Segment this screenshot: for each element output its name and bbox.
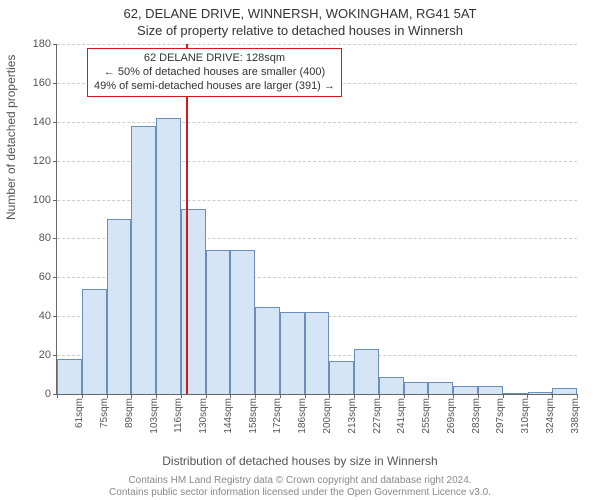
bar xyxy=(329,361,354,394)
xtick-label: 297sqm xyxy=(495,394,506,434)
xtick-mark xyxy=(503,394,504,398)
ytick-label: 60 xyxy=(11,271,57,283)
bar xyxy=(181,209,206,394)
ytick-label: 0 xyxy=(11,388,57,400)
annotation-box: 62 DELANE DRIVE: 128sqm ← 50% of detache… xyxy=(87,48,342,97)
xtick-label: 186sqm xyxy=(297,394,308,434)
ytick-label: 140 xyxy=(11,116,57,128)
annotation-line1: 62 DELANE DRIVE: 128sqm xyxy=(94,52,335,66)
xtick-label: 241sqm xyxy=(396,394,407,434)
ytick-label: 120 xyxy=(11,155,57,167)
xtick-mark xyxy=(404,394,405,398)
bar xyxy=(404,382,429,394)
xtick-label: 172sqm xyxy=(272,394,283,434)
bar xyxy=(453,386,478,394)
xtick-label: 61sqm xyxy=(74,394,85,428)
xtick-mark xyxy=(329,394,330,398)
bar xyxy=(354,349,379,394)
bar xyxy=(305,312,330,394)
xtick-mark xyxy=(107,394,108,398)
chart-title-line2: Size of property relative to detached ho… xyxy=(0,21,600,38)
xtick-label: 103sqm xyxy=(149,394,160,434)
xtick-mark xyxy=(453,394,454,398)
ytick-label: 100 xyxy=(11,194,57,206)
xtick-label: 75sqm xyxy=(99,394,110,428)
xtick-label: 158sqm xyxy=(248,394,259,434)
annotation-line3: 49% of semi-detached houses are larger (… xyxy=(94,80,335,94)
xtick-label: 213sqm xyxy=(347,394,358,434)
ytick-label: 20 xyxy=(11,349,57,361)
xtick-label: 130sqm xyxy=(198,394,209,434)
xtick-mark xyxy=(552,394,553,398)
xtick-label: 89sqm xyxy=(124,394,135,428)
xtick-label: 338sqm xyxy=(570,394,581,434)
xtick-mark xyxy=(577,394,578,398)
bar xyxy=(156,118,181,394)
plot-area: 62 DELANE DRIVE: 128sqm ← 50% of detache… xyxy=(56,44,577,395)
xtick-mark xyxy=(82,394,83,398)
ytick-label: 80 xyxy=(11,232,57,244)
xtick-mark xyxy=(156,394,157,398)
bar xyxy=(280,312,305,394)
xtick-label: 200sqm xyxy=(322,394,333,434)
x-axis-label: Distribution of detached houses by size … xyxy=(0,454,600,468)
xtick-mark xyxy=(354,394,355,398)
xtick-mark xyxy=(379,394,380,398)
bar xyxy=(82,289,107,394)
xtick-label: 283sqm xyxy=(471,394,482,434)
bar xyxy=(255,307,280,395)
xtick-label: 269sqm xyxy=(446,394,457,434)
bar xyxy=(503,393,528,394)
xtick-mark xyxy=(131,394,132,398)
ytick-label: 40 xyxy=(11,310,57,322)
bar xyxy=(230,250,255,394)
xtick-label: 116sqm xyxy=(173,394,184,433)
chart-container: 62, DELANE DRIVE, WINNERSH, WOKINGHAM, R… xyxy=(0,0,600,500)
ytick-label: 160 xyxy=(11,77,57,89)
bar xyxy=(131,126,156,394)
xtick-label: 144sqm xyxy=(223,394,234,434)
xtick-mark xyxy=(280,394,281,398)
bar xyxy=(107,219,132,394)
xtick-label: 324sqm xyxy=(545,394,556,434)
xtick-label: 310sqm xyxy=(520,394,531,434)
xtick-mark xyxy=(428,394,429,398)
xtick-mark xyxy=(478,394,479,398)
bar xyxy=(428,382,453,394)
bar xyxy=(478,386,503,394)
xtick-mark xyxy=(206,394,207,398)
xtick-mark xyxy=(230,394,231,398)
ytick-label: 180 xyxy=(11,38,57,50)
bar xyxy=(552,388,577,394)
chart-title-line1: 62, DELANE DRIVE, WINNERSH, WOKINGHAM, R… xyxy=(0,0,600,21)
annotation-line2: ← 50% of detached houses are smaller (40… xyxy=(94,66,335,80)
xtick-mark xyxy=(527,394,528,398)
bar xyxy=(379,377,404,395)
bar xyxy=(57,359,82,394)
xtick-mark xyxy=(255,394,256,398)
xtick-mark xyxy=(57,394,58,398)
xtick-label: 227sqm xyxy=(372,394,383,434)
xtick-label: 255sqm xyxy=(421,394,432,434)
xtick-mark xyxy=(181,394,182,398)
bar xyxy=(206,250,231,394)
xtick-mark xyxy=(305,394,306,398)
footer-line2: Contains public sector information licen… xyxy=(0,487,600,498)
bar xyxy=(528,392,553,394)
footer-line1: Contains HM Land Registry data © Crown c… xyxy=(0,475,600,486)
